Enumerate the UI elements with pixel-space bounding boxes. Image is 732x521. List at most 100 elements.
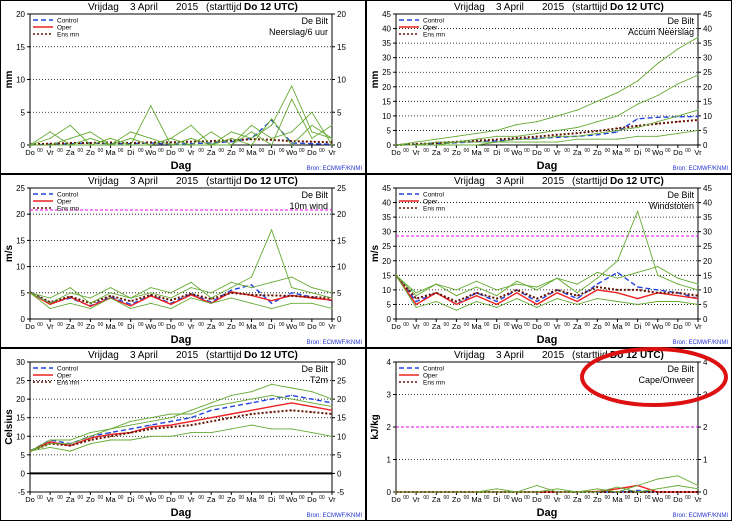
data-point [697,488,699,490]
data-point [596,134,598,136]
y-axis-label: Celsius [4,409,15,445]
y-tick-label-right: 10 [337,263,346,272]
data-point [29,450,31,452]
x-axis-label: Dag [537,160,558,172]
x-sub-tick-label: 00 [158,148,164,154]
y-tick-label-right: 25 [337,377,346,386]
data-point [516,491,518,493]
data-point [556,129,558,131]
data-point [435,300,437,303]
y-tick-label-right: 0 [703,315,708,324]
data-point [89,439,91,441]
data-point [331,406,333,408]
y-tick-label-right: 0 [337,469,342,478]
data-point [536,141,538,143]
data-point [49,302,51,304]
data-point [576,303,578,305]
header-year: 2015 [542,176,565,187]
x-sub-tick-label: 00 [524,148,530,154]
data-point [230,287,232,289]
data-point [291,140,293,142]
data-point [415,295,417,297]
y-tick-label-right: 20 [337,395,346,404]
y-axis-label: mm [370,71,381,89]
data-point [475,144,478,146]
data-point [311,302,313,304]
x-sub-tick-label: 00 [158,322,164,328]
x-sub-tick-label: 00 [57,322,63,328]
data-point [89,131,91,133]
x-sub-tick-label: 00 [57,148,63,154]
x-sub-tick-label: 00 [403,148,409,154]
data-point [415,141,417,143]
data-point [130,300,132,302]
data-point [435,283,437,285]
y-tick-label-right: 10 [703,286,712,295]
x-sub-tick-label: 00 [564,322,570,328]
x-day-label: Ma [612,148,623,157]
data-point [331,124,333,126]
legend-label-ensmean: Ens mn [57,32,79,39]
data-point [516,292,518,294]
y-tick-label-right: 35 [703,213,712,222]
x-sub-tick-label: 00 [178,148,184,154]
data-point [69,443,71,445]
data-point [130,432,132,434]
x-sub-tick-label: 00 [118,495,124,501]
data-point [657,300,659,303]
data-point [109,141,112,143]
data-point [536,137,538,139]
member-line [29,276,333,304]
member-line [396,74,699,146]
y-tick-label-left: 40 [382,25,391,34]
x-day-label: Wo [511,148,522,157]
x-day-label: Do [391,322,401,331]
data-point [331,297,333,299]
x-sub-tick-label: 00 [423,322,429,328]
x-sub-tick-label: 00 [544,148,550,154]
data-point [230,394,232,396]
ensmean-line [29,409,333,453]
data-point [271,300,273,302]
data-point [109,297,112,299]
data-point [415,292,417,294]
data-point [616,271,619,273]
legend-label-oper: Oper [57,25,72,32]
x-sub-tick-label: 00 [37,322,43,328]
data-point [190,144,192,146]
x-day-label: Za [66,148,76,157]
chart-panel-1: Vrijdag 3 April 2015 (starttijd Do 12 UTC)0 0… [0,0,366,174]
y-tick-label-left: 30 [382,228,391,237]
x-sub-tick-label: 00 [279,322,285,328]
y-tick-label-left: 45 [382,184,391,193]
data-point [637,286,639,288]
data-point [677,115,679,117]
x-day-label: Vr [694,148,702,157]
data-point [311,131,313,133]
data-point [150,435,152,437]
data-point [576,295,578,297]
x-sub-tick-label: 00 [319,322,325,328]
data-point [455,295,457,297]
data-point [616,92,619,94]
data-point [616,260,619,262]
y-tick-label-right: 20 [703,257,712,266]
x-sub-tick-label: 00 [239,322,245,328]
x-day-label: Di [127,495,134,504]
station-label: De Bilt [301,190,328,200]
x-day-label: Zo [86,148,95,157]
x-sub-tick-label: 00 [218,495,224,501]
x-day-label: Wo [286,495,297,504]
data-point [576,109,578,111]
data-point [230,144,232,146]
data-point [271,428,273,430]
data-point [271,139,273,141]
x-day-label: Vr [413,322,421,331]
member-line [30,98,333,146]
x-day-label: Wo [145,322,156,331]
data-point [150,428,152,430]
data-point [250,131,253,133]
x-day-label: Zo [227,495,236,504]
data-point [657,488,659,490]
x-sub-tick-label: 00 [178,495,184,501]
